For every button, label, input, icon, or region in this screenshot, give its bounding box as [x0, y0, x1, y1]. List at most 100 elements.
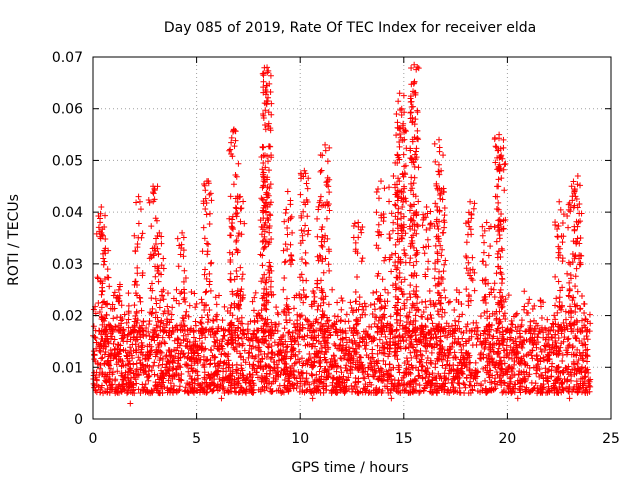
- data-point: [249, 298, 256, 305]
- data-point: [260, 89, 267, 96]
- data-point: [288, 341, 295, 348]
- data-point: [197, 386, 204, 393]
- data-point: [563, 378, 570, 385]
- data-point: [240, 198, 247, 205]
- data-point: [481, 227, 488, 234]
- data-point: [550, 321, 557, 328]
- data-point: [174, 335, 181, 342]
- data-point: [574, 223, 581, 230]
- data-point: [454, 325, 461, 332]
- data-point: [147, 348, 154, 355]
- data-point: [230, 344, 237, 351]
- data-point: [412, 312, 419, 319]
- data-point: [434, 281, 441, 288]
- data-point: [152, 215, 159, 222]
- data-point: [401, 246, 408, 253]
- data-point: [148, 295, 155, 302]
- data-point: [267, 355, 274, 362]
- data-point: [227, 373, 234, 380]
- data-point: [533, 362, 540, 369]
- data-point: [387, 313, 394, 320]
- data-point: [317, 197, 324, 204]
- data-point: [301, 167, 308, 174]
- data-point: [264, 82, 271, 89]
- data-point: [359, 303, 366, 310]
- data-point: [90, 323, 97, 330]
- data-point: [420, 326, 427, 333]
- data-point: [297, 383, 304, 390]
- data-point: [506, 380, 513, 387]
- data-point: [403, 344, 410, 351]
- data-point: [185, 381, 192, 388]
- data-point: [409, 156, 416, 163]
- data-point: [437, 300, 444, 307]
- data-point: [532, 325, 539, 332]
- data-point: [466, 367, 473, 374]
- data-point: [407, 255, 414, 262]
- data-point: [306, 341, 313, 348]
- data-point: [559, 220, 566, 227]
- data-point: [554, 233, 561, 240]
- data-point: [556, 350, 563, 357]
- data-point: [193, 300, 200, 307]
- data-point: [559, 358, 566, 364]
- data-point: [284, 343, 291, 350]
- data-point: [436, 208, 443, 215]
- data-point: [105, 340, 112, 347]
- data-point: [366, 323, 373, 330]
- data-point: [282, 349, 289, 356]
- data-point: [449, 333, 456, 340]
- data-point: [294, 380, 301, 387]
- data-point: [104, 389, 111, 396]
- data-point: [427, 220, 434, 227]
- data-point: [246, 370, 253, 377]
- data-point: [388, 386, 395, 393]
- data-point: [512, 338, 519, 345]
- data-point: [484, 315, 491, 322]
- data-point: [226, 328, 233, 335]
- data-point: [210, 371, 217, 378]
- data-point: [148, 280, 155, 287]
- data-point: [456, 389, 463, 396]
- data-point: [408, 64, 415, 71]
- data-point: [261, 228, 268, 235]
- data-point: [135, 220, 142, 227]
- data-point: [229, 216, 236, 223]
- data-point: [557, 344, 564, 351]
- data-point: [571, 188, 578, 195]
- data-point: [407, 349, 414, 356]
- data-point: [582, 347, 589, 354]
- data-point: [482, 327, 489, 334]
- data-point: [368, 389, 375, 396]
- data-point: [412, 91, 419, 98]
- data-point: [482, 261, 489, 268]
- data-point: [254, 318, 261, 325]
- data-point: [258, 378, 265, 385]
- data-point: [499, 293, 506, 300]
- data-point: [496, 320, 503, 327]
- data-point: [416, 359, 423, 366]
- data-point: [262, 209, 269, 216]
- data-point: [381, 344, 388, 351]
- data-point: [302, 316, 309, 323]
- data-point: [391, 333, 398, 340]
- data-point: [213, 368, 220, 375]
- data-point: [203, 301, 210, 308]
- data-point: [117, 314, 124, 321]
- data-point: [289, 229, 296, 236]
- data-point: [471, 382, 478, 389]
- data-point: [288, 256, 295, 263]
- data-point: [481, 345, 488, 352]
- data-point: [133, 333, 140, 340]
- data-point: [471, 200, 478, 207]
- data-point: [448, 379, 455, 386]
- data-point: [207, 190, 214, 197]
- data-point: [362, 381, 369, 388]
- data-point: [94, 382, 101, 389]
- data-point: [500, 144, 507, 151]
- data-point: [160, 255, 167, 262]
- data-point: [232, 344, 239, 351]
- data-point: [482, 377, 489, 384]
- data-point: [261, 100, 268, 107]
- data-point: [439, 246, 446, 253]
